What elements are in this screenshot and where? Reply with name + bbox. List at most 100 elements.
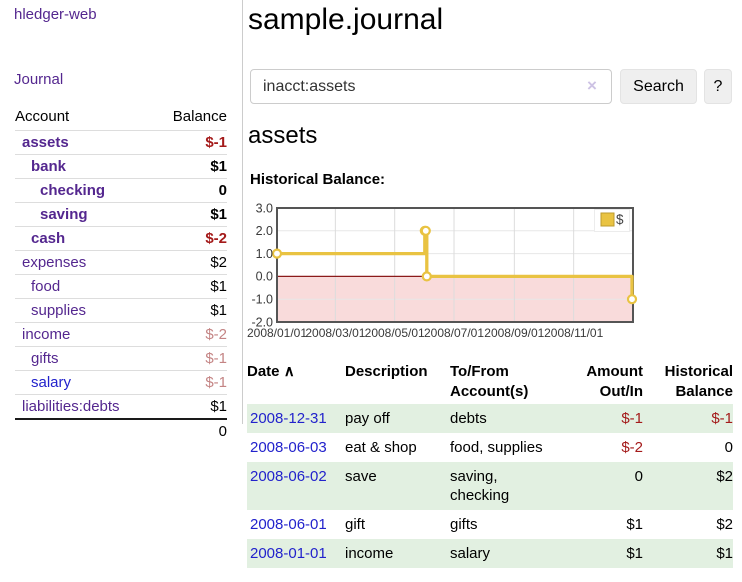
search-help-button[interactable]: ? bbox=[704, 69, 732, 104]
svg-text:2008/09/01: 2008/09/01 bbox=[484, 326, 544, 340]
account-link-bank[interactable]: bank bbox=[31, 158, 67, 175]
sidebar-divider bbox=[242, 0, 243, 424]
account-row-bank: bank $1 bbox=[15, 154, 227, 179]
transaction-balance: $2 bbox=[643, 462, 733, 510]
account-balance: 0 bbox=[165, 178, 227, 203]
account-link-checking[interactable]: checking bbox=[40, 182, 106, 199]
account-row-income: income $-2 bbox=[15, 322, 227, 347]
svg-text:2008/05/01: 2008/05/01 bbox=[365, 326, 425, 340]
register-header-amount: Amount Out/In bbox=[586, 363, 643, 400]
transaction-accounts: gifts bbox=[450, 516, 478, 533]
search-bar: × Search ? bbox=[250, 69, 732, 104]
transaction-accounts: salary bbox=[450, 539, 575, 568]
account-row-gifts: gifts $-1 bbox=[15, 346, 227, 371]
register-header-date: Date ∧ bbox=[247, 363, 295, 380]
account-balance: $-1 bbox=[165, 370, 227, 395]
accounts-total-row: 0 bbox=[15, 418, 227, 443]
accounts-header-balance: Balance bbox=[165, 104, 227, 131]
app-title-link[interactable]: hledger-web bbox=[14, 6, 97, 23]
transaction-accounts: saving, checking bbox=[450, 462, 575, 510]
account-balance: $1 bbox=[165, 298, 227, 323]
svg-text:2008/11/01: 2008/11/01 bbox=[544, 326, 603, 340]
search-button[interactable]: Search bbox=[620, 69, 697, 104]
transaction-balance: 0 bbox=[724, 439, 733, 456]
search-input[interactable] bbox=[250, 69, 612, 104]
svg-text:-1.0: -1.0 bbox=[251, 293, 273, 307]
account-row-saving: saving $1 bbox=[15, 202, 227, 227]
transaction-description: income bbox=[345, 539, 450, 568]
account-row-liabilities-debts: liabilities:debts $1 bbox=[15, 394, 227, 419]
register-header-balance: Historical Balance bbox=[664, 363, 733, 400]
transaction-description: pay off bbox=[345, 404, 450, 433]
transaction-balance: $1 bbox=[643, 539, 733, 568]
transaction-amount: $-1 bbox=[575, 404, 643, 433]
svg-text:$: $ bbox=[616, 212, 624, 227]
register-header-accounts: To/From Account(s) bbox=[450, 363, 529, 400]
account-balance: $1 bbox=[165, 274, 227, 299]
account-link-gifts[interactable]: gifts bbox=[31, 350, 59, 367]
account-row-expenses: expenses $2 bbox=[15, 250, 227, 275]
account-row-supplies: supplies $1 bbox=[15, 298, 227, 323]
account-link-liabilities-debts[interactable]: liabilities:debts bbox=[22, 398, 120, 415]
account-link-expenses[interactable]: expenses bbox=[22, 254, 87, 271]
transaction-description: save bbox=[345, 462, 450, 510]
transaction-accounts: debts bbox=[450, 404, 575, 433]
register-row: 2008-12-31 pay off debts $-1 $-1 bbox=[247, 404, 733, 433]
register-header-row: Date ∧ Description To/From Account(s) Am… bbox=[247, 360, 733, 404]
account-link-saving[interactable]: saving bbox=[40, 206, 88, 223]
register-table: Date ∧ Description To/From Account(s) Am… bbox=[247, 360, 733, 568]
transaction-date-link[interactable]: 2008-06-01 bbox=[250, 516, 327, 533]
svg-text:-2.0: -2.0 bbox=[251, 315, 273, 329]
transaction-date-link[interactable]: 2008-01-01 bbox=[250, 545, 327, 562]
transaction-amount: $1 bbox=[575, 539, 643, 568]
svg-text:0.0: 0.0 bbox=[256, 270, 273, 284]
account-balance: $1 bbox=[165, 202, 227, 227]
account-link-supplies[interactable]: supplies bbox=[31, 302, 87, 319]
register-row: 2008-06-02 save saving, checking 0 $2 bbox=[247, 462, 733, 510]
account-balance: $1 bbox=[165, 154, 227, 179]
accounts-total-value: 0 bbox=[165, 418, 227, 443]
svg-text:1.0: 1.0 bbox=[256, 247, 273, 261]
account-link-income[interactable]: income bbox=[22, 326, 71, 343]
account-balance: $-2 bbox=[165, 226, 227, 251]
svg-text:2.0: 2.0 bbox=[256, 224, 273, 238]
svg-text:2008/03/01: 2008/03/01 bbox=[305, 326, 365, 340]
sort-asc-icon: ∧ bbox=[283, 363, 295, 380]
historical-balance-chart: $3.0 2.0 1.0 0.0 -1.0 -2.0 2008/01/01 2008/03/0… bbox=[244, 201, 644, 345]
svg-text:2008/07/01: 2008/07/01 bbox=[424, 326, 484, 340]
transaction-date-link[interactable]: 2008-06-03 bbox=[250, 439, 327, 456]
sidebar-item-journal[interactable]: Journal bbox=[14, 71, 64, 88]
transaction-date-link[interactable]: 2008-12-31 bbox=[250, 410, 327, 427]
historical-balance-label: Historical Balance: bbox=[250, 171, 386, 188]
register-row: 2008-06-01 gift gifts $1 $2 bbox=[247, 510, 733, 539]
page-title: sample.journal bbox=[248, 3, 444, 36]
transaction-amount: 0 bbox=[575, 462, 643, 510]
transaction-amount: $-2 bbox=[621, 439, 643, 456]
account-balance: $-1 bbox=[165, 130, 227, 155]
account-row-salary: salary $-1 bbox=[15, 370, 227, 395]
register-row: 2008-01-01 income salary $1 $1 bbox=[247, 539, 733, 568]
account-balance: $1 bbox=[165, 394, 227, 419]
transaction-date-link[interactable]: 2008-06-02 bbox=[250, 468, 327, 485]
accounts-header-account: Account bbox=[15, 104, 165, 131]
register-row: 2008-06-03 eat & shop food, supplies $-2… bbox=[247, 433, 733, 462]
account-row-food: food $1 bbox=[15, 274, 227, 299]
account-row-assets: assets $-1 bbox=[15, 130, 227, 155]
register-header-description: Description bbox=[345, 363, 428, 380]
account-link-salary[interactable]: salary bbox=[31, 374, 72, 391]
accounts-table: Account Balance assets $-1 bank $1 checkin… bbox=[15, 104, 227, 443]
balance-chart-svg: $3.0 2.0 1.0 0.0 -1.0 -2.02008/01/012008/03/0… bbox=[247, 201, 638, 340]
svg-text:2008/01/01: 2008/01/01 bbox=[247, 326, 307, 340]
account-link-cash[interactable]: cash bbox=[31, 230, 66, 247]
svg-text:3.0: 3.0 bbox=[256, 203, 273, 215]
account-heading: assets bbox=[248, 122, 318, 149]
transaction-amount: $1 bbox=[626, 516, 643, 533]
transaction-balance: $2 bbox=[716, 516, 733, 533]
transaction-description: eat & shop bbox=[345, 439, 417, 456]
clear-search-icon[interactable]: × bbox=[587, 76, 597, 95]
account-link-food[interactable]: food bbox=[31, 278, 61, 295]
transaction-description: gift bbox=[345, 516, 366, 533]
account-link-assets[interactable]: assets bbox=[22, 134, 69, 151]
account-balance: $2 bbox=[165, 250, 227, 275]
